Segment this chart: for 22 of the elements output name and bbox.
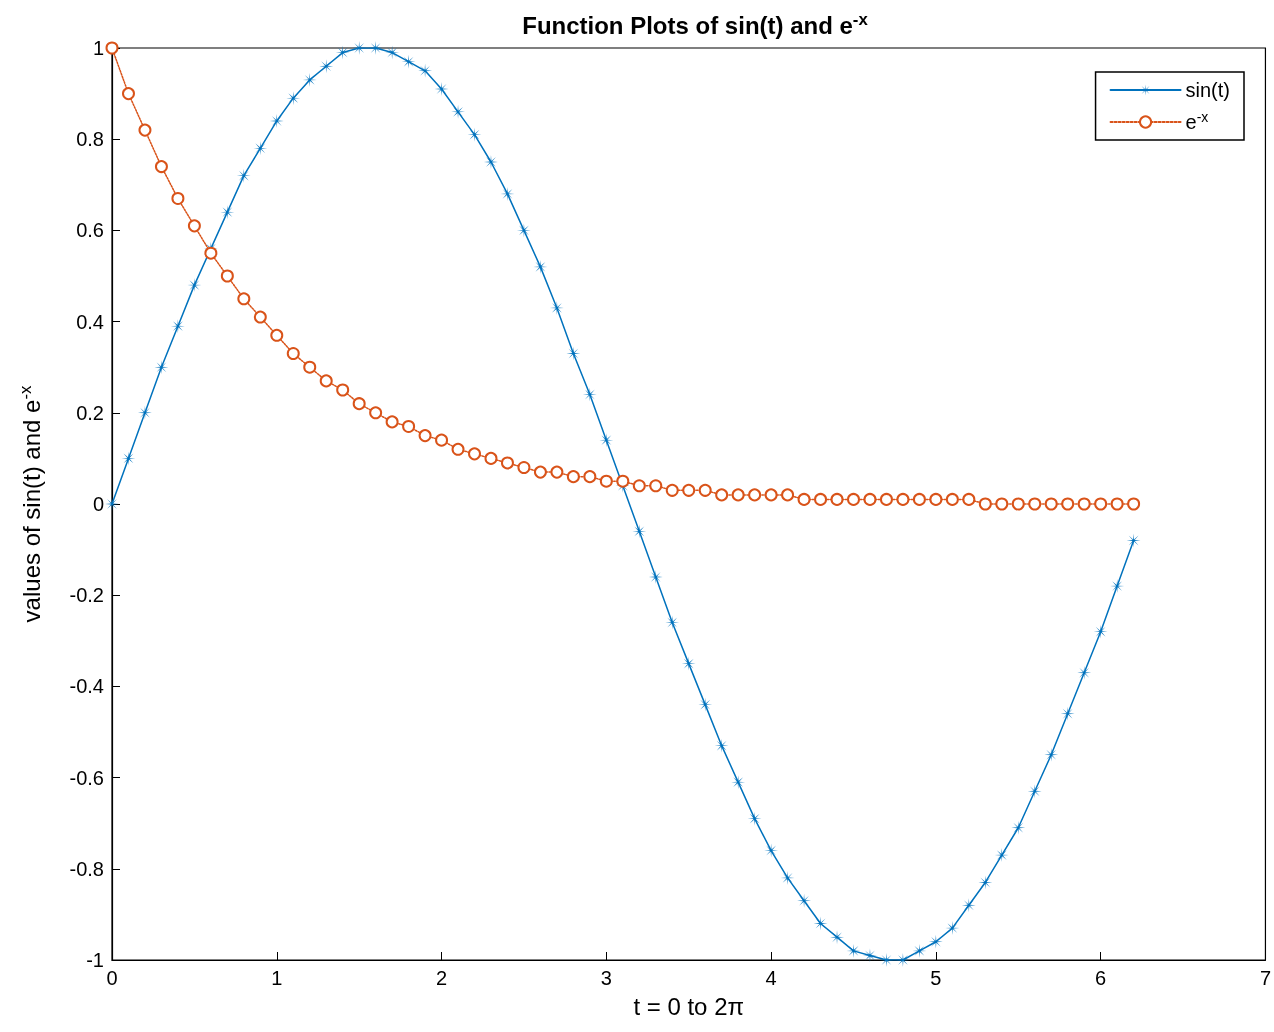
y-tick-label: -0.6 xyxy=(69,766,104,789)
y-tick-label: 0.6 xyxy=(76,219,104,242)
legend-label: sin(t) xyxy=(1185,79,1231,101)
x-tick-label: 6 xyxy=(1095,967,1107,989)
x-tick-label: 5 xyxy=(930,967,942,989)
x-axis-title: t = 0 to 2π xyxy=(633,992,745,1020)
x-tick-label: 0 xyxy=(106,967,118,989)
x-tick-label: 2 xyxy=(435,967,448,989)
y-axis-title: values of sin(t) and e-x xyxy=(16,385,45,623)
y-tick-label: -0.2 xyxy=(69,584,104,607)
y-tick-label: 0.2 xyxy=(76,401,104,424)
y-tick-label: -1 xyxy=(86,949,104,971)
y-tick-label: 1 xyxy=(92,37,104,59)
x-tick-label: 1 xyxy=(271,967,283,989)
y-tick-label: -0.8 xyxy=(69,857,104,880)
y-tick-label: 0.8 xyxy=(76,128,104,151)
y-tick-label: -0.4 xyxy=(69,675,104,698)
y-tick-label: 0 xyxy=(92,493,104,515)
y-tick-label: 0.4 xyxy=(76,310,104,333)
x-tick-label: 7 xyxy=(1259,967,1271,989)
x-tick-label: 4 xyxy=(765,967,777,989)
x-tick-label: 3 xyxy=(600,967,612,989)
